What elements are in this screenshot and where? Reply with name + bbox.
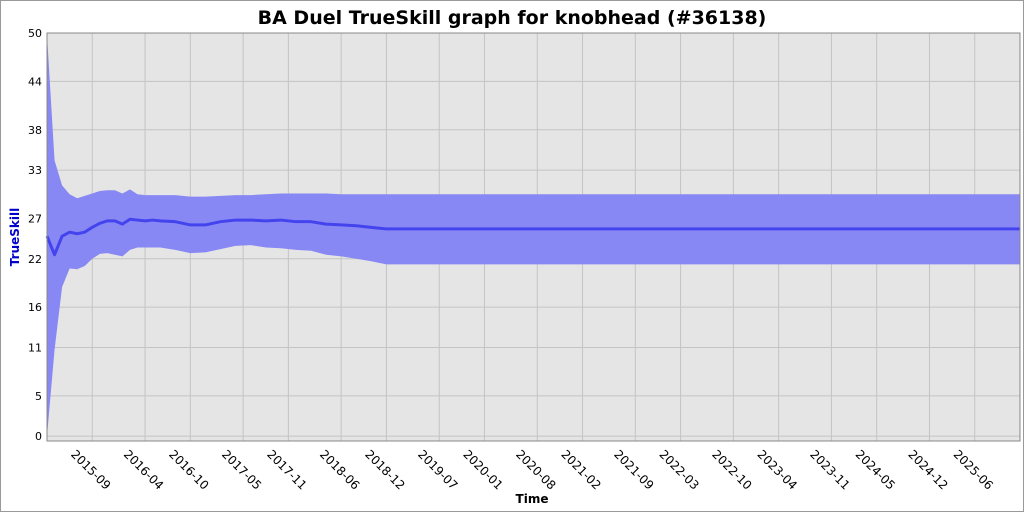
y-tick-label: 16: [28, 301, 42, 314]
y-tick-label: 11: [28, 341, 42, 354]
y-axis-label: TrueSkill: [8, 208, 22, 266]
y-tick-label: 44: [28, 75, 42, 88]
y-tick-label: 0: [35, 430, 42, 443]
y-tick-label: 33: [28, 164, 42, 177]
plot-border: [46, 32, 1021, 442]
y-tick-label: 27: [28, 212, 42, 225]
trueskill-line: [45, 217, 1020, 257]
y-tick-label: 5: [35, 390, 42, 403]
x-axis-label: Time: [516, 492, 549, 506]
chart-title: BA Duel TrueSkill graph for knobhead (#3…: [258, 7, 767, 29]
uncertainty-band: [47, 34, 1020, 437]
y-tick-label: 22: [28, 253, 42, 266]
y-tick-label: 50: [28, 27, 42, 40]
y-tick-label: 38: [28, 124, 42, 137]
